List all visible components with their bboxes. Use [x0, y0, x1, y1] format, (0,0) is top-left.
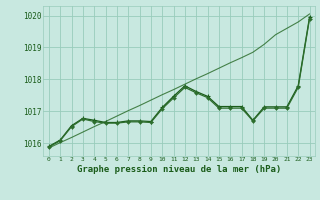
X-axis label: Graphe pression niveau de la mer (hPa): Graphe pression niveau de la mer (hPa)	[77, 165, 281, 174]
